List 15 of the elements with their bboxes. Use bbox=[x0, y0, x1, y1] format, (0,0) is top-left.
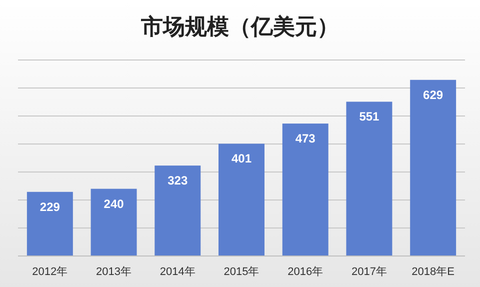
data-label: 551 bbox=[359, 110, 380, 124]
x-tick-label: 2017年 bbox=[351, 266, 387, 278]
data-label: 473 bbox=[295, 132, 316, 146]
data-label: 629 bbox=[423, 88, 444, 102]
x-tick-label: 2014年 bbox=[160, 266, 196, 278]
data-label: 229 bbox=[40, 200, 60, 214]
data-label: 323 bbox=[168, 174, 188, 188]
x-tick-label: 2018年E bbox=[412, 266, 454, 278]
x-tick-label: 2016年 bbox=[288, 266, 324, 278]
data-label: 240 bbox=[104, 196, 124, 211]
x-tick-label: 2012年 bbox=[32, 266, 68, 278]
x-tick-label: 2013年 bbox=[96, 266, 132, 278]
chart-title: 市场规模（亿美元） bbox=[140, 14, 339, 39]
x-tick-label: 2015年 bbox=[224, 266, 260, 278]
data-label: 401 bbox=[231, 152, 252, 166]
